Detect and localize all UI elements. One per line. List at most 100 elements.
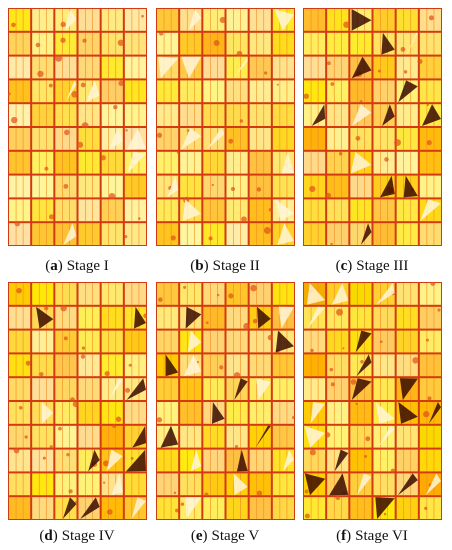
spot: [403, 70, 408, 74]
el-image: [8, 8, 147, 246]
cell: [226, 283, 248, 305]
spot: [310, 348, 314, 353]
cell: [203, 354, 225, 377]
cell: [327, 306, 349, 329]
spot: [211, 183, 214, 187]
cell: [249, 402, 271, 424]
defect: [234, 378, 248, 400]
defect: [109, 378, 123, 400]
cell: [373, 354, 395, 377]
spot: [37, 70, 44, 78]
spot: [11, 116, 18, 124]
cell: [304, 151, 326, 174]
cell: [419, 151, 441, 174]
spot: [125, 387, 131, 393]
cell: [124, 402, 146, 424]
cell: [55, 32, 77, 55]
cell: [203, 283, 225, 305]
cell: [124, 56, 146, 79]
caption-text: Stage I: [66, 258, 109, 274]
cell: [272, 497, 294, 519]
cell: [32, 32, 54, 55]
cell: [32, 354, 54, 377]
spot: [424, 506, 428, 511]
cell: [78, 283, 100, 305]
defect: [236, 449, 248, 472]
cell: [124, 223, 146, 245]
defect: [398, 402, 418, 424]
spot: [329, 367, 334, 372]
defect: [351, 104, 372, 126]
caption-letter: d: [39, 528, 57, 544]
defect: [190, 449, 202, 472]
spot: [183, 196, 190, 204]
spot: [14, 220, 21, 227]
spot: [44, 306, 49, 311]
spot: [304, 513, 310, 519]
defect: [420, 199, 441, 222]
spot: [100, 155, 106, 161]
spot: [58, 426, 62, 431]
cell: [9, 175, 31, 198]
spot: [60, 304, 67, 312]
spot: [63, 129, 70, 136]
defect: [65, 80, 77, 103]
cell: [249, 56, 271, 79]
spot: [426, 140, 432, 146]
cell: [327, 104, 349, 126]
cell: [327, 151, 349, 174]
cell: [419, 449, 441, 472]
panel-frame: [156, 282, 295, 520]
el-image: [156, 282, 295, 520]
cell: [101, 32, 123, 55]
defect: [304, 473, 326, 496]
spot: [377, 69, 381, 73]
spot: [330, 382, 335, 387]
cell: [78, 354, 100, 377]
defect: [206, 128, 225, 150]
cell: [373, 223, 395, 245]
spot: [394, 139, 401, 147]
cell: [124, 354, 146, 377]
defect: [398, 80, 418, 103]
cell: [124, 104, 146, 126]
defect: [311, 104, 326, 126]
cell: [78, 425, 100, 448]
cell: [9, 128, 31, 150]
cell: [101, 175, 123, 198]
spot: [141, 14, 144, 18]
el-image: [8, 282, 147, 520]
spot: [219, 365, 224, 370]
cell: [78, 151, 100, 174]
spot: [158, 297, 163, 302]
el-image: [303, 8, 442, 246]
cell: [249, 32, 271, 55]
cell: [55, 378, 77, 400]
caption-letter: a: [45, 258, 63, 274]
spot: [124, 235, 128, 239]
cell: [419, 128, 441, 150]
cell: [226, 128, 248, 150]
cell: [304, 9, 326, 31]
cell: [203, 56, 225, 79]
spot: [336, 308, 343, 316]
caption: eStage V: [152, 528, 298, 545]
cell: [9, 378, 31, 400]
spot: [423, 410, 430, 418]
cell: [226, 330, 248, 353]
cell: [203, 378, 225, 400]
cell: [9, 32, 31, 55]
cell: [157, 151, 179, 174]
defect: [255, 425, 271, 448]
cell: [272, 104, 294, 126]
defect: [126, 128, 146, 150]
cell: [304, 128, 326, 150]
cell: [272, 402, 294, 424]
cell: [419, 425, 441, 448]
spot: [130, 456, 134, 460]
cell: [249, 473, 271, 496]
cell: [124, 80, 146, 103]
spot: [156, 417, 163, 423]
cell: [304, 449, 326, 472]
defect: [351, 378, 372, 400]
